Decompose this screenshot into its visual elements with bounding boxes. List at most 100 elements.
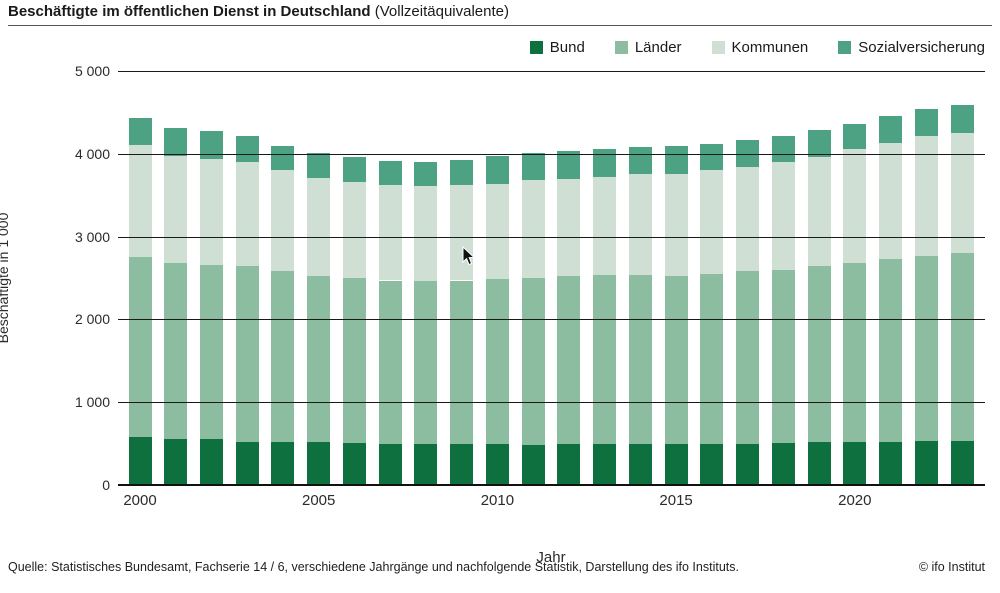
bar-segment-2021-sozialversicherung xyxy=(879,115,903,144)
bar-segment-2023-länder xyxy=(950,253,974,442)
bar-segment-2006-bund xyxy=(342,443,366,485)
x-tick-label-2015: 2015 xyxy=(659,492,693,509)
legend-swatch-icon xyxy=(711,41,725,54)
chart-legend: Bund Länder Kommunen Sozialversicherung xyxy=(529,39,985,56)
bar-segment-2001-sozialversicherung xyxy=(164,128,188,156)
bar-segment-2005-bund xyxy=(307,441,331,485)
x-tick-label-2000: 2000 xyxy=(123,492,157,509)
bar-segment-2021-länder xyxy=(879,258,903,442)
bar-segment-2003-kommunen xyxy=(235,162,259,266)
bar-segment-2017-länder xyxy=(736,271,760,444)
bar-segment-2013-länder xyxy=(593,274,617,445)
bar-segment-2016-sozialversicherung xyxy=(700,143,724,171)
bar-2020 xyxy=(843,124,867,485)
bar-segment-2022-länder xyxy=(914,255,938,442)
bar-segment-2020-kommunen xyxy=(843,148,867,264)
legend-item-sozialversicherung: Sozialversicherung xyxy=(838,39,985,56)
bar-segment-2023-sozialversicherung xyxy=(950,104,974,134)
bar-2010 xyxy=(485,156,509,485)
bar-segment-2012-sozialversicherung xyxy=(557,151,581,179)
y-tick-label: 5 000 xyxy=(74,63,110,79)
bar-2012 xyxy=(557,151,581,485)
bar-segment-2020-länder xyxy=(843,263,867,442)
bar-segment-2022-bund xyxy=(914,441,938,485)
legend-label: Sozialversicherung xyxy=(858,39,985,56)
bar-segment-2014-bund xyxy=(628,443,652,485)
y-tick-label: 0 xyxy=(102,477,110,493)
bar-segment-2018-länder xyxy=(771,269,795,443)
bar-segment-2007-bund xyxy=(378,443,402,485)
x-tick-label-2010: 2010 xyxy=(480,492,515,509)
bar-segment-2006-sozialversicherung xyxy=(342,157,366,182)
y-tick-label: 3 000 xyxy=(74,228,110,245)
bar-segment-2023-bund xyxy=(950,441,974,485)
bar-segment-2008-bund xyxy=(414,444,438,485)
bar-2006 xyxy=(342,157,366,485)
bar-segment-2000-kommunen xyxy=(128,144,152,258)
bar-2022 xyxy=(914,109,938,485)
bar-segment-2014-kommunen xyxy=(628,173,652,275)
gridline-3000 xyxy=(118,236,985,238)
bar-segment-2016-bund xyxy=(700,443,724,485)
legend-swatch-icon xyxy=(838,41,852,54)
x-tick-label-2020: 2020 xyxy=(838,492,872,509)
bar-segment-2011-sozialversicherung xyxy=(521,152,545,181)
bar-segment-2000-bund xyxy=(128,437,152,485)
bar-segment-2001-bund xyxy=(164,438,188,485)
bar-2015 xyxy=(664,145,688,485)
bar-segment-2018-kommunen xyxy=(771,162,795,270)
gridline-2000 xyxy=(118,319,985,321)
bar-segment-2014-länder xyxy=(628,274,652,444)
legend-label: Kommunen xyxy=(731,39,809,56)
bar-segment-2016-länder xyxy=(700,273,724,444)
bar-segment-2012-bund xyxy=(557,444,581,485)
bar-segment-2020-sozialversicherung xyxy=(843,124,867,149)
bar-segment-2018-sozialversicherung xyxy=(771,135,795,163)
bar-segment-2010-sozialversicherung xyxy=(485,156,509,184)
bar-segment-2004-kommunen xyxy=(271,170,295,271)
x-tick-label-2005: 2005 xyxy=(302,492,336,509)
bar-segment-2000-sozialversicherung xyxy=(128,117,152,145)
bar-2000 xyxy=(128,117,152,485)
bar-segment-2017-sozialversicherung xyxy=(736,139,760,168)
bar-2001 xyxy=(164,128,188,485)
bar-segment-2005-sozialversicherung xyxy=(307,152,331,178)
bar-2016 xyxy=(700,143,724,485)
legend-swatch-icon xyxy=(529,41,543,54)
bar-segment-2006-kommunen xyxy=(342,181,366,278)
bar-segment-2010-bund xyxy=(485,444,509,485)
bar-segment-2005-kommunen xyxy=(307,177,331,276)
x-axis-line xyxy=(118,484,985,486)
bar-segment-2001-kommunen xyxy=(164,155,188,264)
plot-area: Beschäftigte in 1 000 0 1 000 2 000 3 000 4 … xyxy=(0,63,985,509)
bar-segment-2019-kommunen xyxy=(807,157,831,266)
bar-segment-2003-länder xyxy=(235,265,259,442)
legend-item-kommunen: Kommunen xyxy=(711,39,809,56)
bar-segment-2020-bund xyxy=(843,441,867,485)
bar-segment-2004-sozialversicherung xyxy=(271,146,295,171)
bar-segment-2007-länder xyxy=(378,280,402,444)
bar-2002 xyxy=(199,131,223,485)
bar-segment-2006-länder xyxy=(342,278,366,444)
bar-segment-2009-länder xyxy=(450,280,474,445)
bar-2019 xyxy=(807,129,831,485)
bar-2009 xyxy=(450,159,474,485)
bar-segment-2011-bund xyxy=(521,445,545,485)
bar-segment-2008-sozialversicherung xyxy=(414,162,438,187)
bar-segment-2012-länder xyxy=(557,276,581,445)
bar-2013 xyxy=(593,148,617,485)
bar-segment-2013-kommunen xyxy=(593,177,617,275)
bar-segment-2023-kommunen xyxy=(950,133,974,254)
copyright-note: © ifo Institut xyxy=(918,560,985,574)
y-tick-label: 1 000 xyxy=(74,394,110,411)
bar-2014 xyxy=(628,147,652,485)
bar-segment-2007-kommunen xyxy=(378,185,402,281)
legend-item-länder: Länder xyxy=(614,39,682,56)
bar-2021 xyxy=(879,115,903,485)
bar-segment-2015-länder xyxy=(664,275,688,444)
bar-segment-2008-kommunen xyxy=(414,186,438,282)
gridline-5000 xyxy=(118,71,985,72)
y-tick-label: 4 000 xyxy=(74,145,110,162)
y-axis-label: Beschäftigte in 1 000 xyxy=(0,212,11,344)
